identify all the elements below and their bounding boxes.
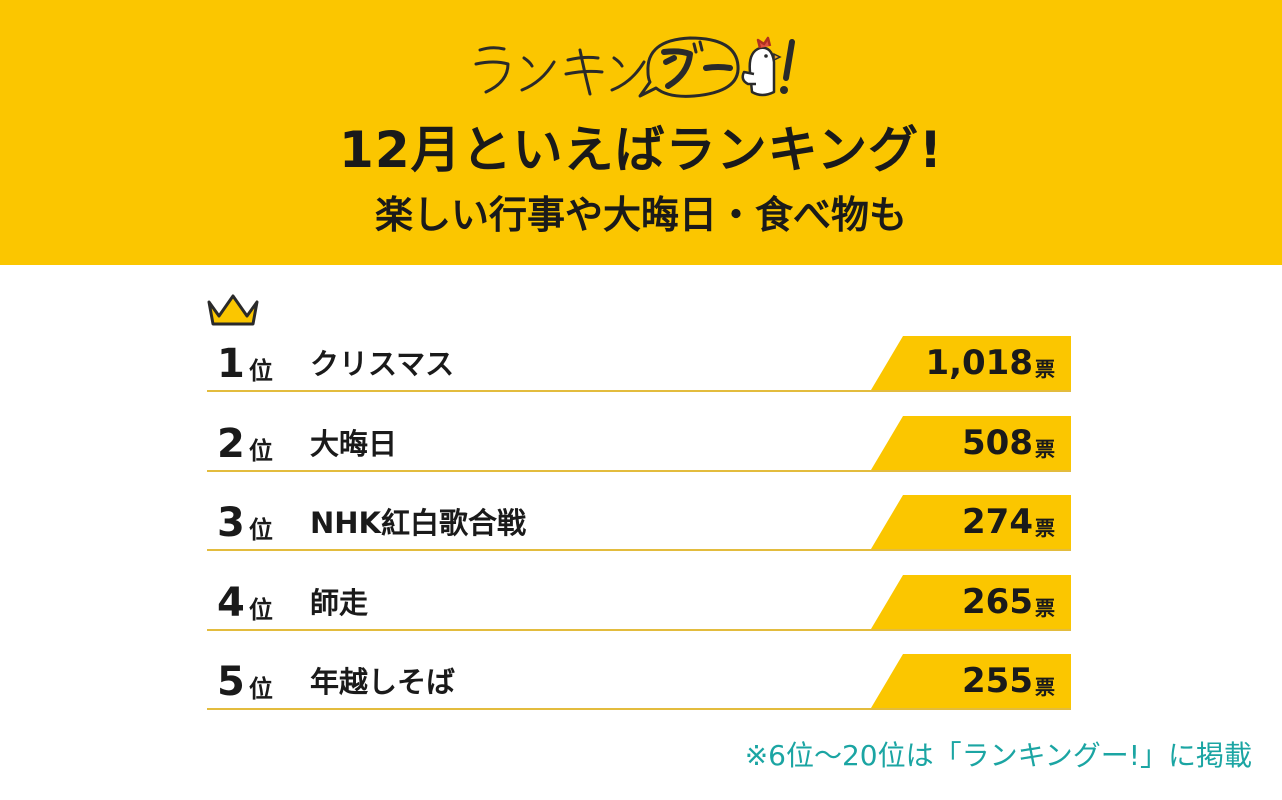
vote-badge: 265 票 [871, 575, 1071, 629]
rank-number: 5 [217, 659, 245, 705]
vote-unit: 票 [1035, 436, 1055, 461]
page-subtitle: 楽しい行事や大晦日・食べ物も [374, 193, 907, 237]
rank-suffix: 位 [248, 356, 273, 385]
page-title: 12月といえばランキング! [339, 121, 943, 179]
rank-number: 4 [217, 580, 245, 626]
vote-unit: 票 [1035, 595, 1055, 620]
rank-suffix: 位 [248, 436, 273, 465]
vote-count: 265 [962, 582, 1033, 622]
ranking-row: 1 位 クリスマス 1,018 票 [207, 336, 1071, 392]
header-banner: 12月といえばランキング! 楽しい行事や大晦日・食べ物も [0, 0, 1282, 265]
rank-number: 2 [217, 421, 245, 467]
vote-unit: 票 [1035, 515, 1055, 540]
ranking-goo-logo [474, 36, 795, 98]
rank-number: 3 [217, 500, 245, 546]
rank-suffix: 位 [248, 515, 273, 544]
rank-number: 1 [217, 341, 245, 387]
vote-count: 1,018 [925, 343, 1033, 383]
rank-label: 1 位 [217, 336, 273, 392]
vote-unit: 票 [1035, 356, 1055, 381]
vote-badge: 508 票 [871, 416, 1071, 470]
vote-badge: 1,018 票 [871, 336, 1071, 390]
ranking-row: 2 位 大晦日 508 票 [207, 416, 1071, 472]
vote-count: 508 [962, 423, 1033, 463]
vote-badge: 255 票 [871, 654, 1071, 708]
crown-icon [207, 294, 259, 326]
ranking-row: 4 位 師走 265 票 [207, 575, 1071, 631]
item-name: 大晦日 [310, 427, 398, 461]
item-name: クリスマス [310, 347, 455, 381]
vote-unit: 票 [1035, 674, 1055, 699]
rank-suffix: 位 [248, 595, 273, 624]
ranking-row: 3 位 NHK紅白歌合戦 274 票 [207, 495, 1071, 551]
rank-label: 4 位 [217, 575, 273, 631]
ranking-row: 5 位 年越しそば 255 票 [207, 654, 1071, 710]
rank-label: 3 位 [217, 495, 273, 551]
vote-count: 274 [962, 502, 1033, 542]
item-name: NHK紅白歌合戦 [310, 506, 527, 540]
rank-label: 2 位 [217, 416, 273, 472]
rank-suffix: 位 [248, 674, 273, 703]
item-name: 師走 [310, 586, 369, 620]
rank-label: 5 位 [217, 654, 273, 710]
footnote: ※6位〜20位は「ランキングー!」に掲載 [744, 739, 1252, 772]
vote-count: 255 [962, 661, 1033, 701]
vote-badge: 274 票 [871, 495, 1071, 549]
item-name: 年越しそば [310, 665, 456, 699]
